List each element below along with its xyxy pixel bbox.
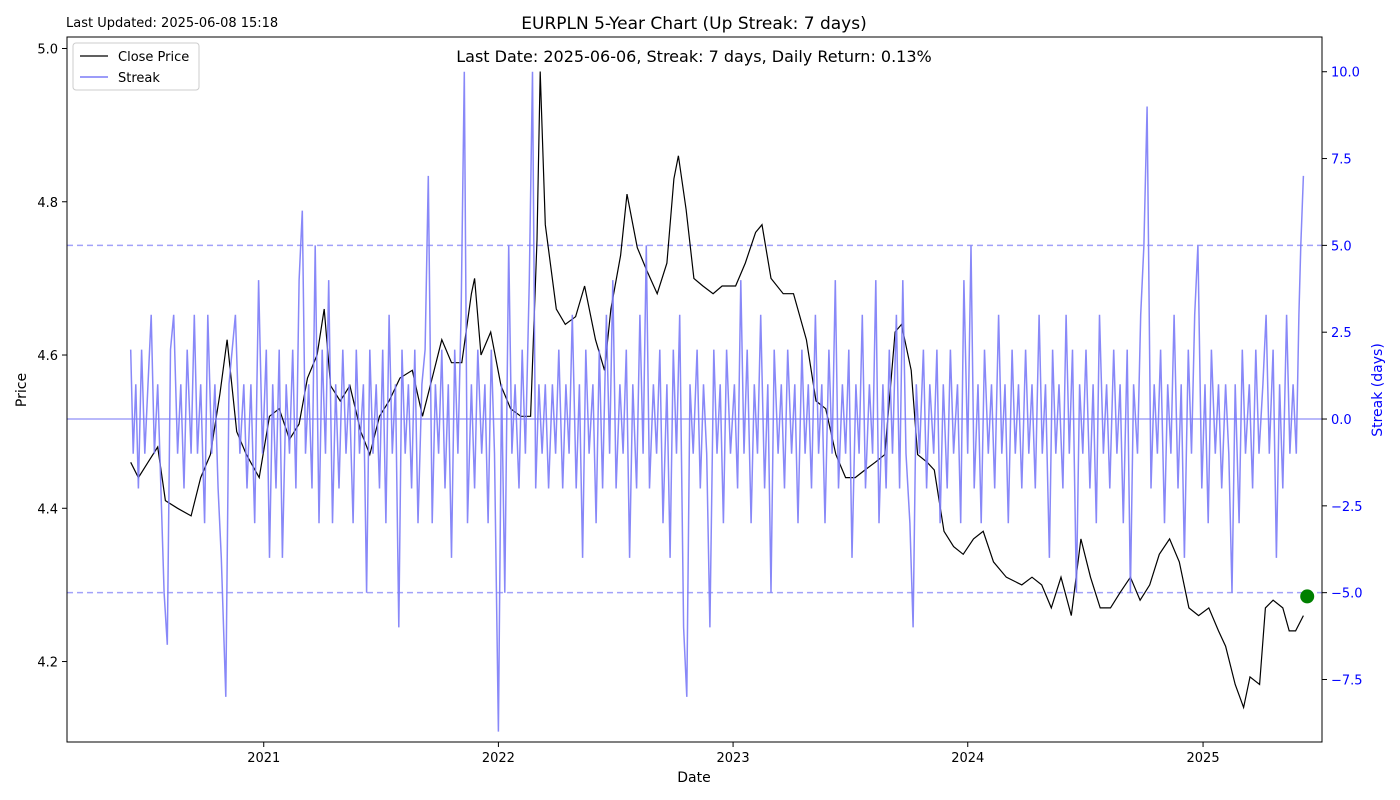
x-axis-label: Date (677, 770, 710, 786)
legend-label-streak: Streak (118, 71, 160, 86)
y-axis-right: −7.5 −5.0 −2.5 0.0 2.5 5.0 7.5 10.0 (1322, 66, 1363, 688)
y2-axis-label: Streak (days) (1370, 343, 1386, 437)
last-close-marker (1300, 589, 1315, 604)
x-tick-label: 2021 (247, 751, 280, 766)
x-tick-label: 2022 (482, 751, 515, 766)
y-tick-label: 4.8 (37, 196, 58, 211)
y2-tick-label: 10.0 (1331, 66, 1360, 81)
legend: Close Price Streak (72, 42, 200, 91)
legend-label-close-price: Close Price (118, 50, 189, 65)
streak-line (129, 71, 1305, 732)
plot-frame (66, 36, 1323, 743)
y2-tick-label: −7.5 (1331, 673, 1363, 688)
x-tick-label: 2023 (717, 751, 750, 766)
y2-tick-label: 2.5 (1331, 326, 1352, 341)
last-updated-label: Last Updated: 2025-06-08 15:18 (66, 16, 278, 31)
markers (1300, 589, 1315, 604)
x-tick-label: 2025 (1187, 751, 1220, 766)
x-tick-label: 2024 (951, 751, 984, 766)
y-tick-label: 4.4 (37, 502, 58, 517)
x-axis: 2021 2022 2023 2024 2025 (247, 742, 1220, 766)
y2-tick-label: 5.0 (1331, 239, 1352, 254)
y-axis-left: 4.2 4.4 4.6 4.8 5.0 (37, 42, 67, 671)
y-tick-label: 4.2 (37, 656, 58, 671)
y2-tick-label: 7.5 (1331, 153, 1352, 168)
y2-tick-label: −5.0 (1331, 587, 1363, 602)
legend-box (72, 42, 200, 91)
chart-title: EURPLN 5-Year Chart (Up Streak: 7 days) (521, 14, 866, 34)
y-axis-label: Price (14, 373, 30, 407)
plot-area (67, 71, 1322, 732)
chart-annotation: Last Date: 2025-06-06, Streak: 7 days, D… (456, 47, 932, 66)
y-tick-label: 5.0 (37, 42, 58, 57)
y-tick-label: 4.6 (37, 349, 58, 364)
y2-tick-label: −2.5 (1331, 500, 1363, 515)
y2-tick-label: 0.0 (1331, 413, 1352, 428)
